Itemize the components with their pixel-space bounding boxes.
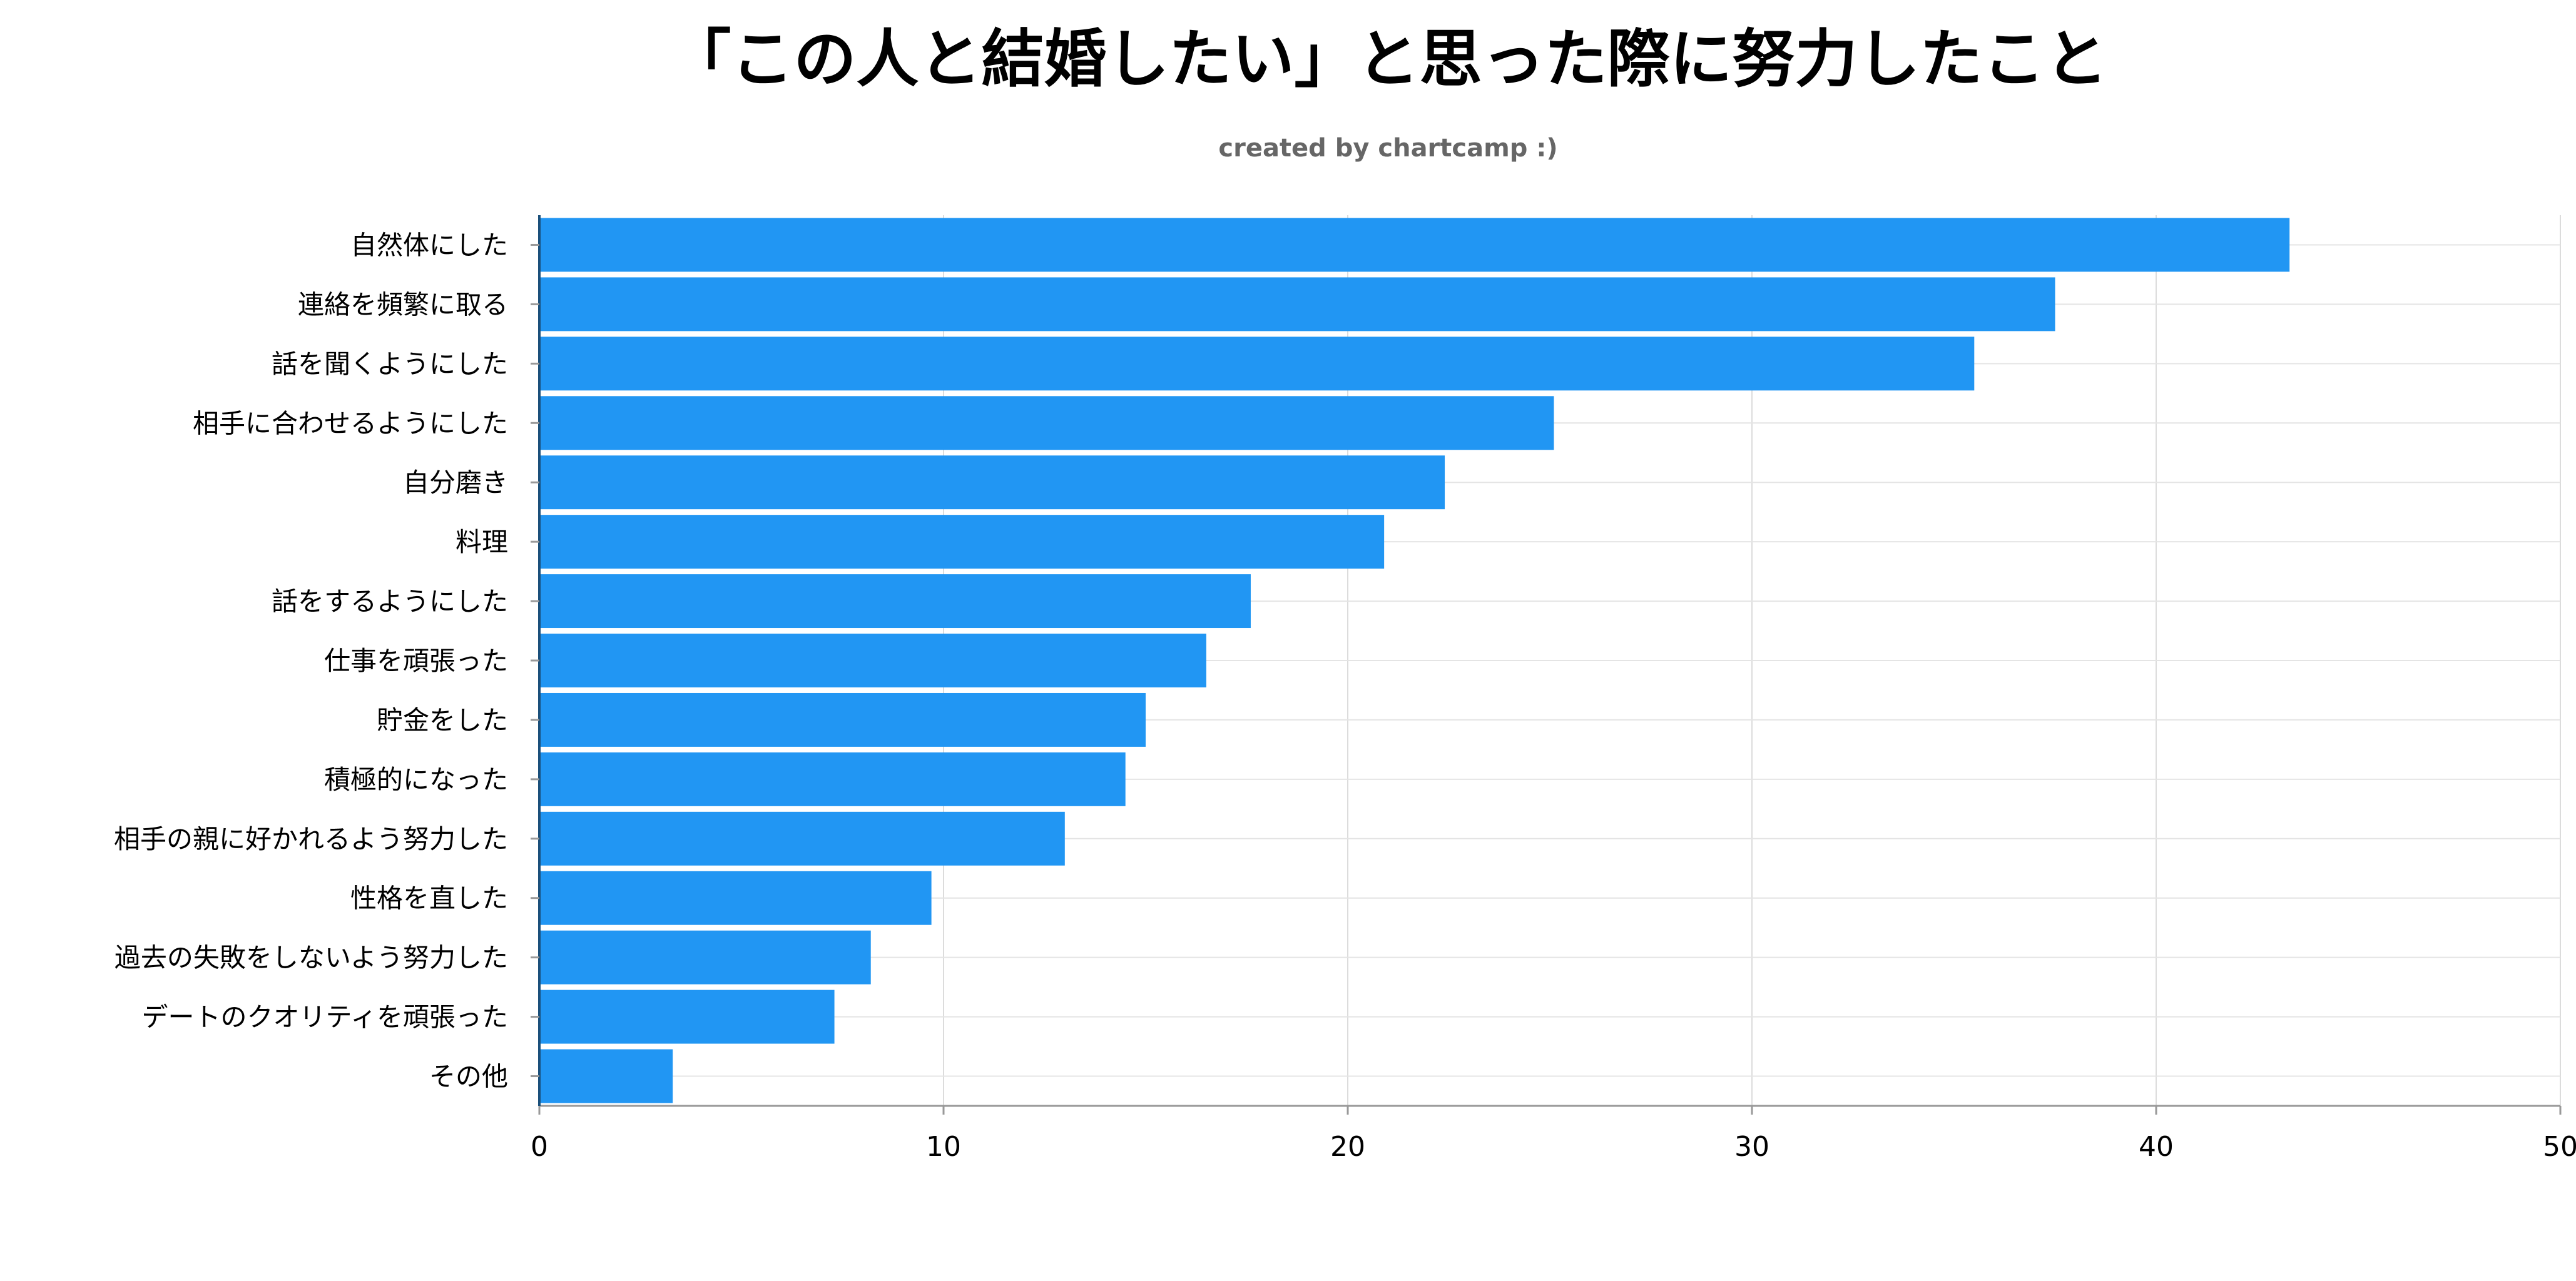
category-label-7: 仕事を頑張った [324, 646, 508, 676]
bar-series [539, 218, 2290, 1103]
bar-13 [539, 990, 835, 1044]
bar-14 [539, 1049, 673, 1103]
bar-2 [539, 337, 1975, 391]
category-label-4: 自分磨き [403, 467, 508, 498]
x-tick-label-2: 20 [1330, 1131, 1365, 1163]
chart-title: 「この人と結婚したい」と思った際に努力したこと [668, 23, 2108, 96]
category-label-2: 話を聞くようにした [272, 348, 508, 379]
bar-5 [539, 515, 1385, 569]
bar-3 [539, 396, 1554, 450]
axes [531, 215, 2562, 1115]
bar-6 [539, 574, 1251, 629]
category-label-6: 話をするようにした [272, 586, 508, 617]
bar-0 [539, 218, 2290, 272]
category-label-12: 過去の失敗をしないよう努力した [115, 943, 508, 973]
x-axis-tick-labels: 0 10 20 30 40 50 [531, 1131, 2576, 1163]
category-label-1: 連絡を頻繁に取る [298, 289, 508, 320]
category-label-3: 相手に合わせるようにした [193, 408, 508, 438]
x-tick-label-4: 40 [2139, 1131, 2174, 1163]
bar-12 [539, 930, 871, 985]
x-tick-label-3: 30 [1734, 1131, 1769, 1163]
category-label-5: 料理 [456, 527, 508, 557]
x-tick-label-0: 0 [531, 1131, 548, 1163]
category-label-9: 積極的になった [324, 764, 508, 795]
y-axis-category-labels: 自然体にした連絡を頻繁に取る話を聞くようにした相手に合わせるようにした自分磨き料… [114, 230, 508, 1091]
x-tick-label-1: 10 [926, 1131, 961, 1163]
bar-8 [539, 692, 1146, 747]
category-label-13: デートのクオリティを頑張った [142, 1002, 508, 1033]
chart-subtitle: created by chartcamp :) [1218, 134, 1558, 163]
category-label-11: 性格を直した [350, 883, 508, 914]
bar-9 [539, 752, 1126, 806]
bar-10 [539, 811, 1065, 866]
bar-1 [539, 277, 2055, 332]
bar-4 [539, 455, 1445, 510]
bar-7 [539, 634, 1206, 687]
category-label-14: その他 [429, 1061, 508, 1092]
x-tick-label-5: 50 [2543, 1131, 2576, 1163]
category-label-0: 自然体にした [350, 230, 508, 260]
category-label-10: 相手の親に好かれるよう努力した [114, 824, 508, 854]
category-label-8: 貯金をした [377, 705, 508, 736]
bar-11 [539, 871, 932, 925]
